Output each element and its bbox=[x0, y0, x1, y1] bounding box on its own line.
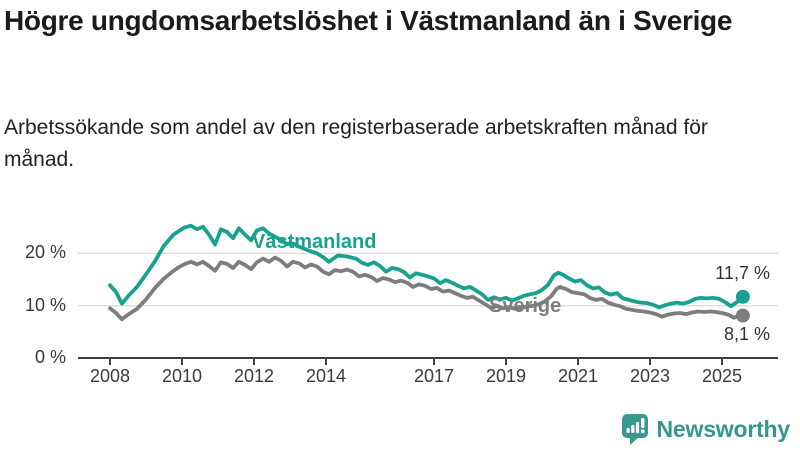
y-tick-label: 20 % bbox=[24, 242, 66, 263]
x-tick-label: 2025 bbox=[701, 366, 743, 386]
line-sverige bbox=[108, 255, 745, 322]
series-label-vastmanland: Västmanland bbox=[252, 231, 377, 253]
page-title: Högre ungdomsarbetslöshet i Västmanland … bbox=[4, 5, 733, 36]
newsworthy-logo[interactable]: Newsworthy bbox=[621, 413, 790, 446]
end-value-label-sverige: 8,1 % bbox=[723, 324, 770, 344]
y-tick-label: 0 % bbox=[34, 347, 66, 367]
newsworthy-icon bbox=[621, 414, 648, 445]
x-tick-label: 2010 bbox=[161, 366, 203, 386]
x-tick-label: 2021 bbox=[557, 366, 599, 386]
x-tick-label: 2017 bbox=[413, 366, 455, 386]
x-tick-label: 2008 bbox=[89, 366, 131, 386]
x-tick-label: 2019 bbox=[485, 366, 527, 386]
series-label-sverige: Sverige bbox=[489, 295, 562, 317]
chart-subtitle: Arbetssökande som andel av den registerb… bbox=[4, 116, 708, 171]
chart-canvas bbox=[78, 223, 778, 365]
x-tick-label: 2014 bbox=[305, 366, 347, 386]
x-tick-label: 2023 bbox=[629, 366, 671, 386]
y-tick-label: 10 % bbox=[24, 294, 66, 315]
newsworthy-wordmark: Newsworthy bbox=[656, 416, 791, 442]
end-value-label-vastmanland: 11,7 % bbox=[715, 263, 770, 283]
end-dot-västmanland bbox=[735, 289, 750, 304]
line-chart: Västmanland Sverige 11,7 % 8,1 % 0 % 10 %… bbox=[0, 195, 800, 400]
x-tick-label: 2012 bbox=[233, 366, 275, 386]
end-dot-sverige bbox=[735, 308, 750, 323]
line-västmanland bbox=[108, 223, 745, 310]
